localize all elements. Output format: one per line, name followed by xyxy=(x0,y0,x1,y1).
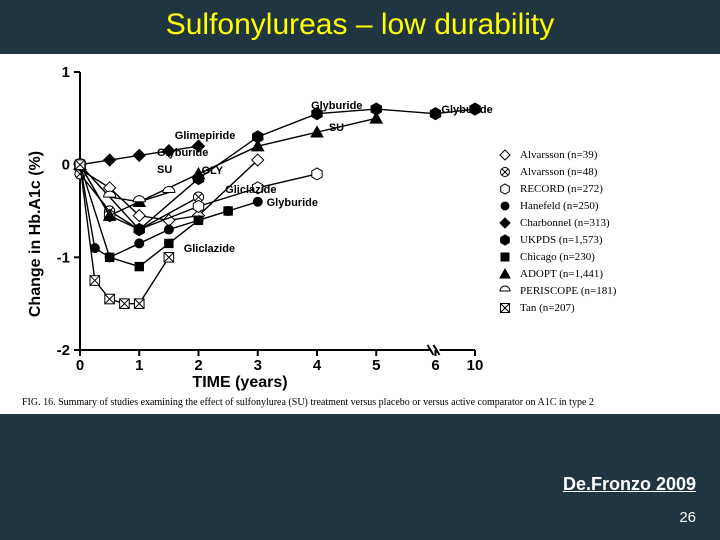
svg-text:-2: -2 xyxy=(57,342,70,359)
svg-text:6: 6 xyxy=(431,357,439,374)
legend-item: Chicago (n=230) xyxy=(496,248,686,265)
legend-label: Hanefeld (n=250) xyxy=(520,200,599,212)
legend-label: UKPDS (n=1,573) xyxy=(520,234,603,246)
legend-label: RECORD (n=272) xyxy=(520,183,603,195)
svg-text:2: 2 xyxy=(194,357,202,374)
series-label: Glimepiride xyxy=(175,130,236,142)
slide: Sulfonylureas – low durability Change in… xyxy=(0,0,720,540)
legend-item: UKPDS (n=1,573) xyxy=(496,231,686,248)
legend-item: Charbonnel (n=313) xyxy=(496,214,686,231)
legend-item: PERISCOPE (n=181) xyxy=(496,282,686,299)
legend-item: Tan (n=207) xyxy=(496,299,686,316)
legend-label: Alvarsson (n=48) xyxy=(520,166,597,178)
legend-item: Alvarsson (n=39) xyxy=(496,146,686,163)
series-label: Gliclazide xyxy=(225,184,276,196)
series-label: Glyburide xyxy=(311,100,362,112)
series-label: Glyburide xyxy=(441,104,492,116)
series-label: Glyburide xyxy=(157,147,208,159)
legend-label: Chicago (n=230) xyxy=(520,251,595,263)
figure-caption: FIG. 16. Summary of studies examining th… xyxy=(22,397,698,408)
svg-text:1: 1 xyxy=(62,64,70,81)
svg-text:0: 0 xyxy=(76,357,84,374)
svg-text:5: 5 xyxy=(372,357,380,374)
title-bar: Sulfonylureas – low durability xyxy=(0,0,720,54)
series-label: Gliclazide xyxy=(184,243,235,255)
series-label: GLY xyxy=(201,165,223,177)
citation-text: De.Fronzo 2009 xyxy=(563,474,696,495)
chart-area: Change in Hb.A1c (%) TIME (years) -2-101… xyxy=(0,54,720,414)
legend-label: Alvarsson (n=39) xyxy=(520,149,597,161)
svg-text:3: 3 xyxy=(254,357,262,374)
legend-label: ADOPT (n=1,441) xyxy=(520,268,603,280)
legend-label: Charbonnel (n=313) xyxy=(520,217,610,229)
svg-text:4: 4 xyxy=(313,357,322,374)
legend-item: Hanefeld (n=250) xyxy=(496,197,686,214)
svg-text:1: 1 xyxy=(135,357,143,374)
footer-area: De.Fronzo 2009 26 xyxy=(0,414,720,540)
page-number: 26 xyxy=(679,509,696,526)
series-label: SU xyxy=(157,164,172,176)
legend-label: PERISCOPE (n=181) xyxy=(520,285,616,297)
series-label: Glyburide xyxy=(267,197,318,209)
svg-text:10: 10 xyxy=(467,357,484,374)
svg-text:0: 0 xyxy=(62,157,70,174)
legend-item: ADOPT (n=1,441) xyxy=(496,265,686,282)
legend-item: Alvarsson (n=48) xyxy=(496,163,686,180)
svg-text:-1: -1 xyxy=(57,249,70,266)
legend: Alvarsson (n=39) Alvarsson (n=48) RECORD (… xyxy=(496,146,686,316)
legend-item: RECORD (n=272) xyxy=(496,180,686,197)
slide-title: Sulfonylureas – low durability xyxy=(0,0,720,42)
series-label: SU xyxy=(329,122,344,134)
legend-label: Tan (n=207) xyxy=(520,302,575,314)
